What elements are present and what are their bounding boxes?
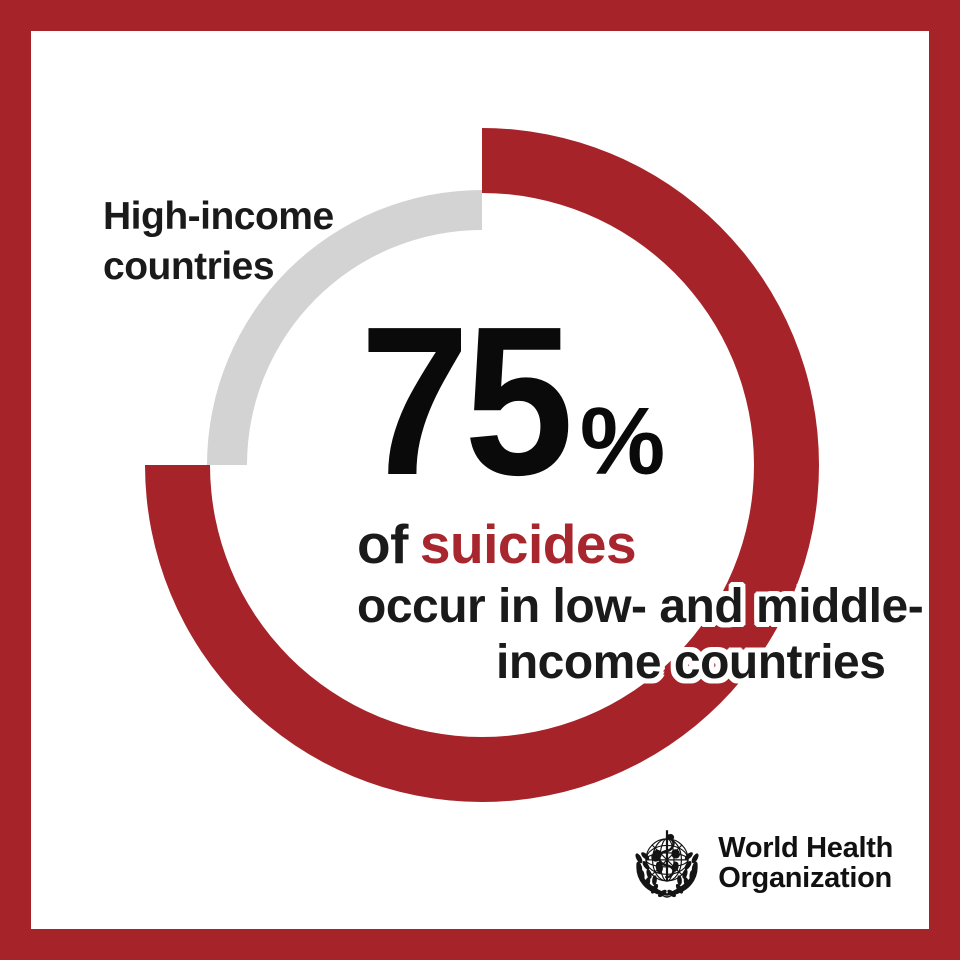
- donut-chart-svg: [145, 128, 819, 802]
- headline-word-of: of: [357, 513, 408, 575]
- who-logo: World Health Organization: [628, 824, 893, 902]
- statistic-value: 75: [360, 282, 574, 519]
- headline-line-2: occur in low- and middle-: [357, 580, 924, 634]
- headline-statistic: 75% of suicides occur in low- and middle-…: [310, 295, 924, 690]
- big-number-row: 75%: [310, 295, 910, 507]
- headline-line-3: income countries: [496, 636, 886, 690]
- white-content-area: High-income countries 75% of suicides occ…: [31, 31, 929, 929]
- label-high-income-countries: High-income countries: [103, 192, 433, 292]
- who-wordmark: World Health Organization: [718, 833, 893, 893]
- donut-chart: [145, 128, 819, 802]
- percent-symbol: %: [579, 388, 666, 495]
- headline-line-1: of suicides: [310, 513, 910, 575]
- label-high-income-line-2: countries: [103, 244, 275, 288]
- headline-word-suicides: suicides: [419, 513, 637, 575]
- who-wordmark-line-2: Organization: [718, 862, 892, 894]
- who-wordmark-line-1: World Health: [718, 831, 893, 864]
- donut-segment-high-income: [207, 190, 482, 465]
- who-emblem-icon: [635, 830, 699, 898]
- label-high-income-line-1: High-income: [103, 195, 334, 238]
